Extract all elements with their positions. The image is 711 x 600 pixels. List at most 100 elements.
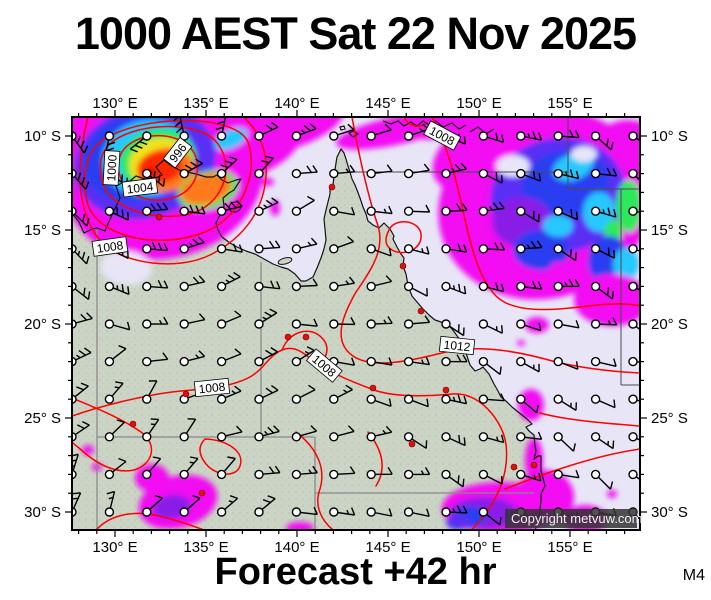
wind-station-circle <box>628 356 638 367</box>
wind-station-circle <box>104 507 115 517</box>
wind-station-circle <box>329 131 339 141</box>
wind-station-circle <box>403 319 414 329</box>
city-marker-alice-springs <box>182 390 190 398</box>
svg-text:1008: 1008 <box>96 238 125 256</box>
wind-station-circle <box>441 432 451 442</box>
wind-station-circle <box>403 281 414 292</box>
wind-station-circle <box>553 168 563 179</box>
lon-label-top: 140° E <box>274 95 319 112</box>
wind-station-circle <box>366 394 376 404</box>
isobar-line <box>72 347 508 530</box>
lon-label-bottom: 150° E <box>456 539 501 556</box>
wind-station-circle <box>142 394 152 404</box>
svg-text:1012: 1012 <box>443 338 471 355</box>
wind-station-circle <box>478 244 489 254</box>
wind-station-circle <box>403 432 414 442</box>
wind-station-circle <box>441 394 451 404</box>
wind-barb <box>72 248 90 265</box>
wind-station-circle <box>516 469 526 480</box>
wind-station-circle <box>104 432 115 442</box>
city-marker-cairns <box>399 262 407 270</box>
wind-station-circle <box>291 206 302 216</box>
wind-station-circle <box>516 131 526 141</box>
city-marker-yulara <box>129 420 137 428</box>
wind-station-circle <box>329 168 339 179</box>
wind-station-circle <box>254 356 264 367</box>
wind-station-circle <box>291 394 302 404</box>
isobar-label: 1008 <box>91 236 129 257</box>
wind-station-circle <box>254 319 264 329</box>
wind-station-circle <box>628 168 638 179</box>
lon-label-top: 135° E <box>183 95 228 112</box>
isobar-line <box>83 119 252 242</box>
wind-station-circle <box>553 206 563 216</box>
wind-station-circle <box>366 168 376 179</box>
city-marker-toowoomba <box>510 463 518 471</box>
wind-station-circle <box>590 469 601 480</box>
wind-station-circle <box>366 244 376 254</box>
isobar-label: 1008 <box>193 377 231 398</box>
wind-station-circle <box>628 281 638 292</box>
isobar-label: 1012 <box>438 335 476 356</box>
wind-barb <box>258 197 279 212</box>
wind-station-circle <box>142 319 152 329</box>
wind-station-circle <box>366 469 376 480</box>
lat-label-left: 15° S <box>24 222 61 239</box>
lat-label-left: 10° S <box>24 128 61 145</box>
wind-station-circle <box>478 131 489 141</box>
wind-station-circle <box>553 131 563 141</box>
wind-barb <box>72 453 79 475</box>
city-marker-coober-pedy <box>198 489 206 497</box>
wind-station-circle <box>403 469 414 480</box>
wind-station-circle <box>478 168 489 179</box>
wind-station-circle <box>254 131 264 141</box>
wind-barb <box>520 131 543 141</box>
wind-station-circle <box>366 507 376 517</box>
wind-station-circle <box>553 394 563 404</box>
wind-station-circle <box>403 356 414 367</box>
wind-station-circle <box>478 319 489 329</box>
wind-station-circle <box>628 131 638 141</box>
lon-label-top: 130° E <box>92 95 137 112</box>
wind-barb <box>183 236 205 250</box>
wind-station-circle <box>403 394 414 404</box>
wind-station-circle <box>104 206 115 216</box>
wind-station-circle <box>216 319 227 329</box>
isobar-line <box>504 448 640 490</box>
wind-station-circle <box>478 394 489 404</box>
wind-station-circle <box>142 469 152 480</box>
wind-station-circle <box>142 131 152 141</box>
lat-label-left: 25° S <box>24 410 61 427</box>
lat-label-right: 10° S <box>651 128 688 145</box>
wind-station-circle <box>179 507 189 517</box>
wind-station-circle <box>179 131 189 141</box>
wind-station-circle <box>216 131 227 141</box>
wind-station-circle <box>553 319 563 329</box>
wind-barb <box>558 169 580 180</box>
wind-station-circle <box>291 244 302 254</box>
wind-station-circle <box>478 356 489 367</box>
page-title: 1000 AEST Sat 22 Nov 2025 <box>74 8 637 59</box>
city-marker-longreach <box>369 384 377 392</box>
lon-label-bottom: 145° E <box>365 539 410 556</box>
wind-station-circle <box>478 281 489 292</box>
wind-station-circle <box>441 356 451 367</box>
lat-label-right: 30° S <box>651 504 688 521</box>
city-marker-brisbane <box>530 461 538 469</box>
wind-station-circle <box>254 507 264 517</box>
lon-label-top: 155° E <box>547 95 592 112</box>
city-marker-weipa <box>328 183 336 191</box>
wind-station-circle <box>329 507 339 517</box>
axis-labels: 130° E 130° E 135° E 135° E 140° E 140° E 145°… <box>24 95 688 556</box>
wind-station-circle <box>478 469 489 480</box>
wind-station-circle <box>516 394 526 404</box>
wind-barb <box>558 279 580 288</box>
wind-station-circle <box>628 244 638 254</box>
wind-barb <box>445 162 468 175</box>
wind-station-circle <box>254 168 264 179</box>
wind-station-circle <box>179 432 189 442</box>
city-marker-cloncurry <box>302 333 310 341</box>
wind-barb <box>72 347 92 363</box>
wind-station-circle <box>142 356 152 367</box>
wind-station-circle <box>291 131 302 141</box>
